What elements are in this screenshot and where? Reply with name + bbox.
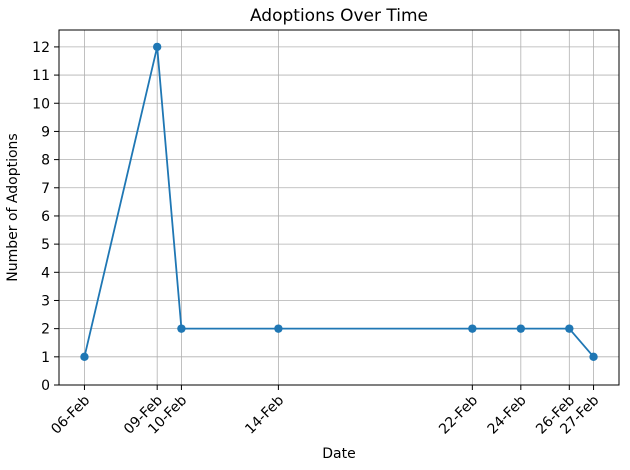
x-tick-label: 14-Feb xyxy=(242,392,287,437)
y-tick-label: 8 xyxy=(41,153,50,169)
y-tick-label: 4 xyxy=(41,265,50,281)
data-series-layer xyxy=(80,42,598,362)
y-tick-label: 1 xyxy=(41,350,50,366)
y-tick-label: 11 xyxy=(32,68,50,84)
data-point xyxy=(468,324,477,333)
chart-title: Adoptions Over Time xyxy=(250,6,428,26)
y-tick-label: 12 xyxy=(32,40,50,56)
data-point xyxy=(589,352,598,362)
y-tick-label: 9 xyxy=(41,124,50,140)
y-tick-label: 3 xyxy=(41,293,50,309)
y-tick-label: 5 xyxy=(41,237,50,253)
data-point xyxy=(80,352,89,362)
y-tick-label: 0 xyxy=(41,378,50,394)
data-point xyxy=(177,324,186,333)
x-tick-label: 06-Feb xyxy=(48,392,93,437)
x-axis-label: Date xyxy=(322,446,355,462)
y-tick-label: 6 xyxy=(41,209,50,225)
x-tick-label: 24-Feb xyxy=(485,392,530,437)
y-axis-label: Number of Adoptions xyxy=(5,133,21,281)
data-point xyxy=(274,324,283,333)
data-point xyxy=(516,324,526,333)
data-point xyxy=(565,324,574,333)
x-tick-label: 22-Feb xyxy=(436,392,481,437)
y-tick-label: 7 xyxy=(41,181,50,197)
y-tick-label: 10 xyxy=(32,96,50,112)
plot-frame xyxy=(58,29,620,386)
grid-layer xyxy=(59,30,619,386)
data-line xyxy=(83,46,595,358)
y-tick-label: 2 xyxy=(41,322,50,338)
data-point xyxy=(152,42,162,52)
